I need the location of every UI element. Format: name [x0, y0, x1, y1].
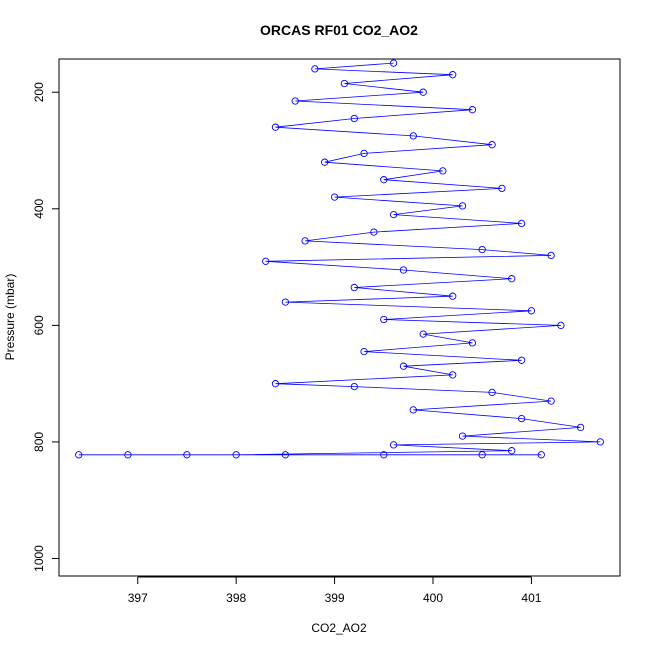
x-axis: 397 398 399 400 401 — [128, 576, 542, 605]
data-point — [419, 88, 427, 96]
data-point — [350, 114, 358, 123]
data-point — [350, 283, 358, 292]
data-point — [183, 451, 191, 459]
data-point — [478, 451, 486, 459]
y-tick-label: 800 — [32, 432, 46, 452]
data-point — [340, 79, 349, 88]
data-point — [409, 132, 417, 140]
data-point — [360, 149, 368, 158]
series-line — [78, 62, 601, 456]
x-tick-label: 399 — [325, 591, 345, 605]
data-point — [439, 167, 447, 175]
y-tick-label: 200 — [32, 82, 46, 102]
y-tick-label: 600 — [32, 315, 46, 335]
data-point — [330, 193, 339, 201]
data-point — [547, 251, 555, 260]
data-point — [370, 228, 378, 236]
data-point — [350, 382, 358, 391]
data-point — [232, 451, 240, 459]
data-point — [262, 257, 270, 265]
plot-area-frame — [58, 58, 621, 577]
data-point — [389, 59, 398, 67]
data-point — [449, 371, 457, 379]
data-point — [409, 406, 417, 414]
data-point — [488, 141, 496, 149]
data-point — [399, 266, 408, 274]
data-point — [360, 347, 368, 356]
data-point — [508, 447, 516, 455]
y-tick-label: 400 — [32, 198, 46, 218]
data-point — [311, 65, 319, 73]
y-axis-label: Pressure (mbar) — [3, 274, 17, 361]
data-point — [389, 441, 398, 449]
x-tick-label: 398 — [226, 591, 246, 605]
data-point — [321, 158, 329, 166]
data-point — [281, 451, 290, 459]
data-point — [124, 451, 132, 459]
data-point — [449, 71, 457, 79]
data-point — [419, 330, 427, 338]
data-point — [478, 245, 486, 254]
data-point — [508, 275, 516, 283]
data-point — [380, 176, 388, 184]
data-point — [517, 414, 526, 423]
x-tick-label: 397 — [128, 591, 148, 605]
x-tick-label: 400 — [423, 591, 443, 605]
y-axis: 200 400 600 800 1000 — [32, 82, 60, 572]
data-point — [291, 97, 299, 105]
x-tick-label: 401 — [521, 591, 541, 605]
data-point — [399, 362, 408, 370]
data-point — [301, 237, 309, 245]
x-axis-label: CO2_AO2 — [311, 621, 367, 635]
series-layer — [75, 59, 604, 459]
data-point — [281, 298, 290, 306]
data-point — [547, 397, 555, 405]
data-point — [468, 339, 477, 347]
data-point — [271, 380, 280, 388]
data-point — [380, 451, 388, 459]
data-point — [468, 106, 477, 114]
data-point — [380, 315, 388, 324]
data-point — [576, 423, 585, 432]
data-point — [488, 388, 496, 397]
data-point — [537, 451, 545, 459]
data-point — [527, 307, 536, 315]
data-point — [75, 451, 83, 459]
data-point — [449, 292, 457, 300]
data-point — [458, 432, 467, 440]
data-point — [271, 123, 280, 131]
data-point — [596, 438, 604, 446]
data-point — [389, 210, 398, 219]
data-point — [498, 184, 506, 193]
data-point — [458, 202, 467, 210]
data-point — [517, 219, 526, 228]
chart-title: ORCAS RF01 CO2_AO2 — [260, 22, 418, 38]
data-point — [517, 356, 526, 364]
y-tick-label: 1000 — [32, 545, 46, 572]
data-point — [557, 321, 565, 330]
